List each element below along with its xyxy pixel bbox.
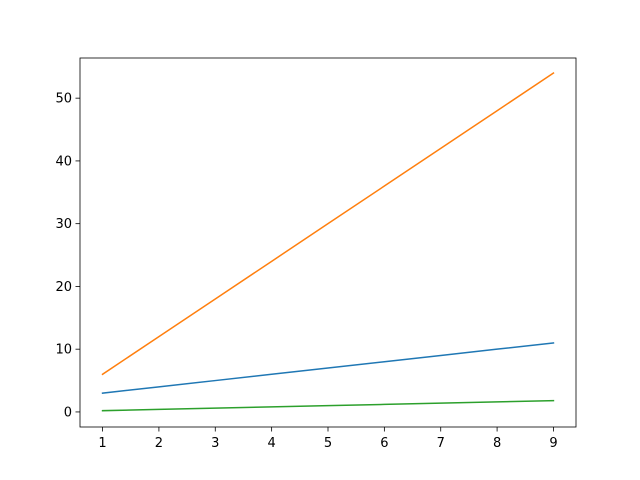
y-tick-label: 50: [55, 92, 72, 107]
x-tick-label: 9: [549, 436, 557, 451]
y-tick-label: 0: [64, 405, 72, 420]
x-tick-label: 1: [98, 436, 106, 451]
y-tick-label: 20: [55, 280, 72, 295]
series-line-2: [101, 72, 555, 376]
y-tick-label: 40: [55, 154, 72, 169]
series-line-1: [101, 342, 555, 394]
series-line-3: [101, 399, 555, 412]
x-tick-label: 6: [380, 436, 388, 451]
x-tick-label: 3: [211, 436, 219, 451]
x-tick-label: 7: [437, 436, 445, 451]
axes-layer: 1 2 3 4 5 6 7 8 9 0 10 20 30 40 50: [55, 57, 577, 451]
axes-background: [80, 58, 576, 427]
x-tick-label: 8: [493, 436, 501, 451]
x-tick-label: 2: [155, 436, 163, 451]
x-tick-label: 5: [324, 436, 332, 451]
plot-area: [80, 58, 576, 427]
y-tick-label: 10: [55, 343, 72, 358]
x-tick-label: 4: [267, 436, 275, 451]
y-tick-label: 30: [55, 217, 72, 232]
series-layer: [101, 72, 555, 412]
